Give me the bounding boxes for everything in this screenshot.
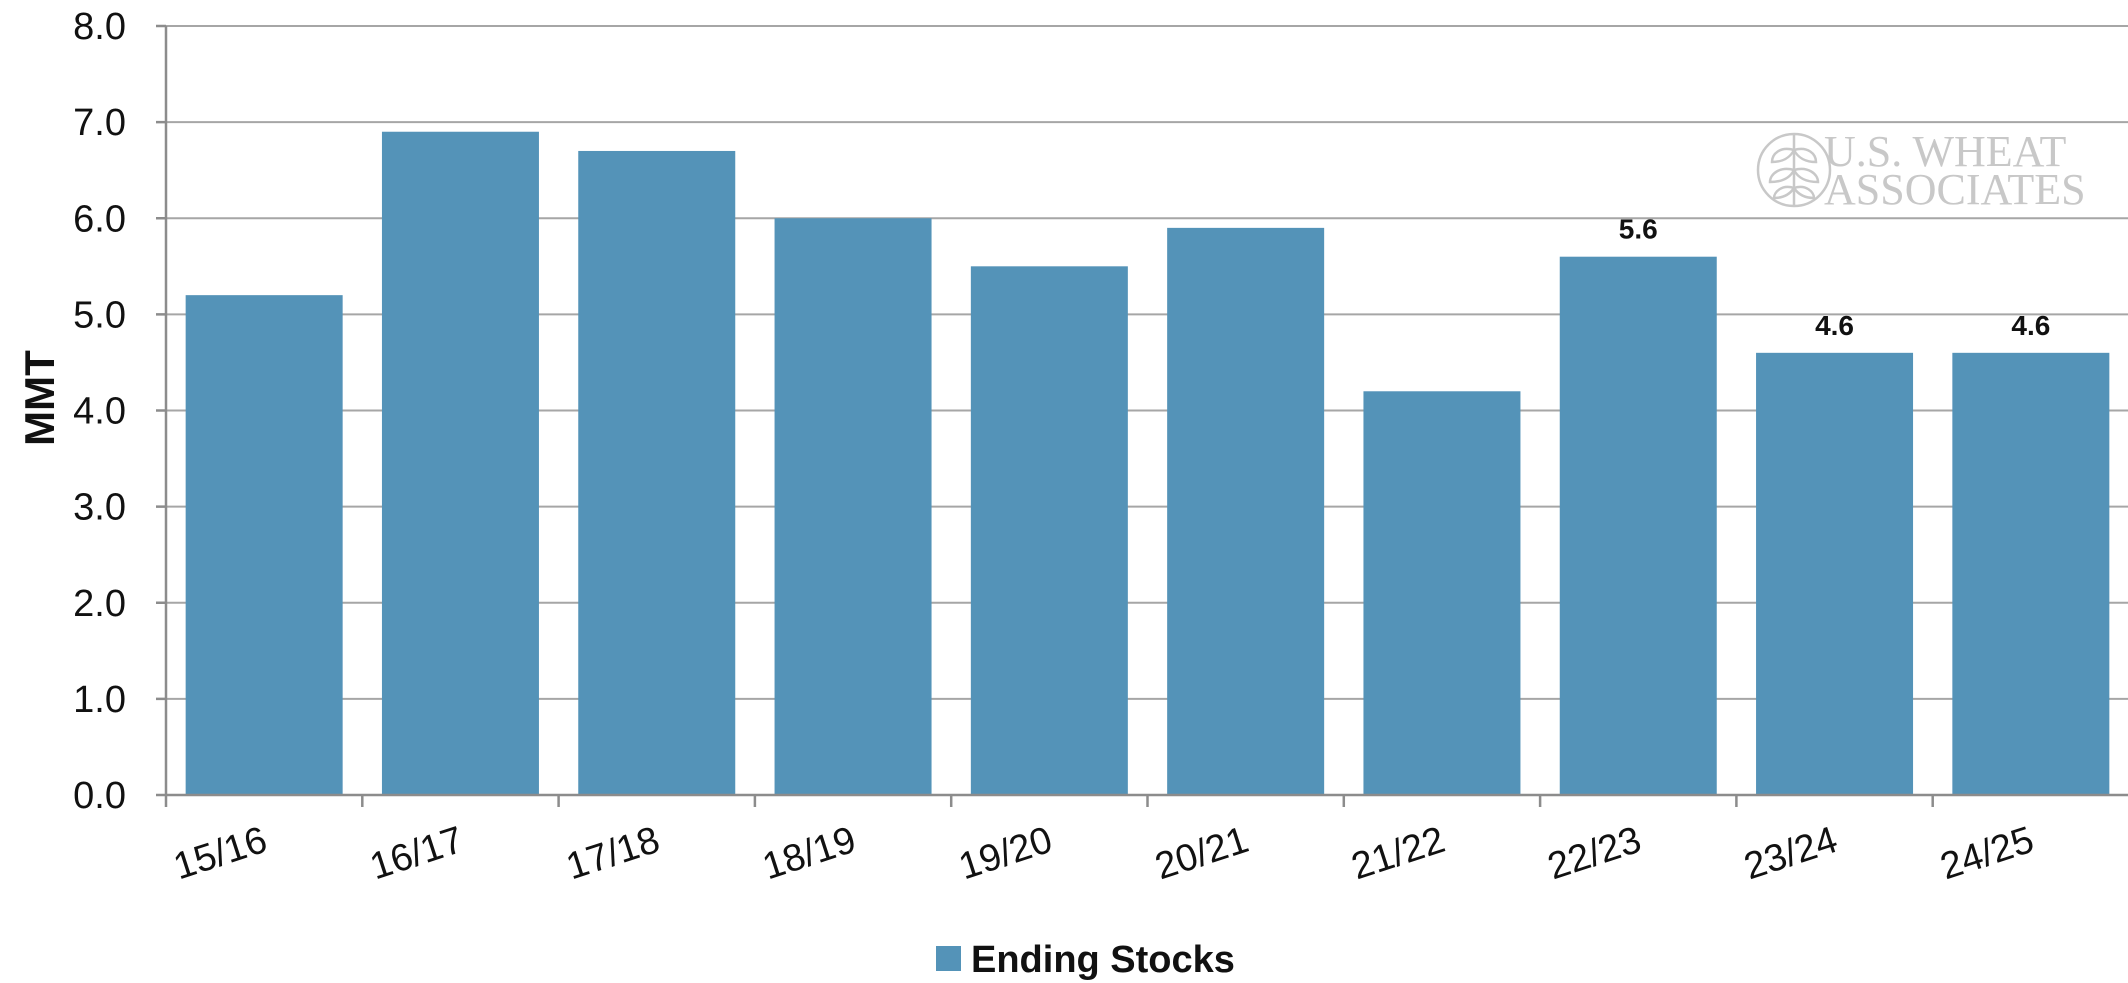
x-tick-label: 21/22: [1347, 819, 1450, 888]
bars: [185, 131, 2110, 796]
y-axis-label: MMT: [16, 350, 63, 446]
bar: [578, 150, 736, 795]
watermark-line1: U.S. WHEAT: [1824, 127, 2067, 176]
x-tick-label: 17/18: [561, 819, 664, 888]
bar: [381, 131, 539, 796]
watermark-line2: ASSOCIATES: [1824, 165, 2086, 214]
y-axis-ticks: 0.0 1.0 2.0 3.0 4.0 5.0 6.0 7.0 8.0: [73, 6, 126, 817]
data-label: 5.6: [1619, 214, 1658, 245]
bar: [185, 295, 343, 795]
x-tick-label: 19/20: [954, 819, 1057, 888]
bar: [1363, 391, 1521, 795]
x-axis-ticks: 15/16 16/17 17/18 18/19 19/20 20/21 21/22 22/23…: [169, 819, 2039, 888]
y-tick-label: 1.0: [73, 679, 126, 721]
x-tick-label: 16/17: [365, 819, 468, 888]
y-tick-label: 7.0: [73, 102, 126, 144]
wheat-globe-icon: [1756, 132, 1832, 208]
y-tick-label: 3.0: [73, 487, 126, 529]
x-tick-label: 18/19: [758, 819, 861, 888]
x-tick-label: 23/24: [1739, 819, 1842, 888]
bar: [1952, 352, 2110, 795]
x-tick-label: 22/23: [1543, 819, 1646, 888]
legend-label: Ending Stocks: [971, 939, 1235, 981]
bar: [1756, 352, 1914, 795]
data-label: 4.6: [2011, 310, 2050, 341]
y-tick-label: 8.0: [73, 6, 126, 48]
watermark: U.S. WHEAT ASSOCIATES: [1756, 127, 2086, 214]
y-tick-label: 4.0: [73, 391, 126, 433]
y-tick-label: 5.0: [73, 294, 126, 336]
bar: [1559, 256, 1717, 795]
bar: [1167, 227, 1325, 796]
axes: [156, 24, 2128, 807]
y-tick-label: 0.0: [73, 775, 126, 817]
x-tick-label: 24/25: [1935, 819, 2038, 888]
x-tick-label: 15/16: [169, 819, 272, 888]
bar: [774, 218, 932, 795]
data-label: 4.6: [1815, 310, 1854, 341]
bar: [970, 266, 1128, 795]
legend: Ending Stocks: [936, 939, 1235, 981]
data-labels: 5.6 4.6 4.6: [1619, 214, 2051, 341]
legend-swatch: [936, 946, 961, 971]
y-tick-label: 2.0: [73, 583, 126, 625]
y-tick-label: 6.0: [73, 198, 126, 240]
x-tick-label: 20/21: [1150, 819, 1253, 888]
